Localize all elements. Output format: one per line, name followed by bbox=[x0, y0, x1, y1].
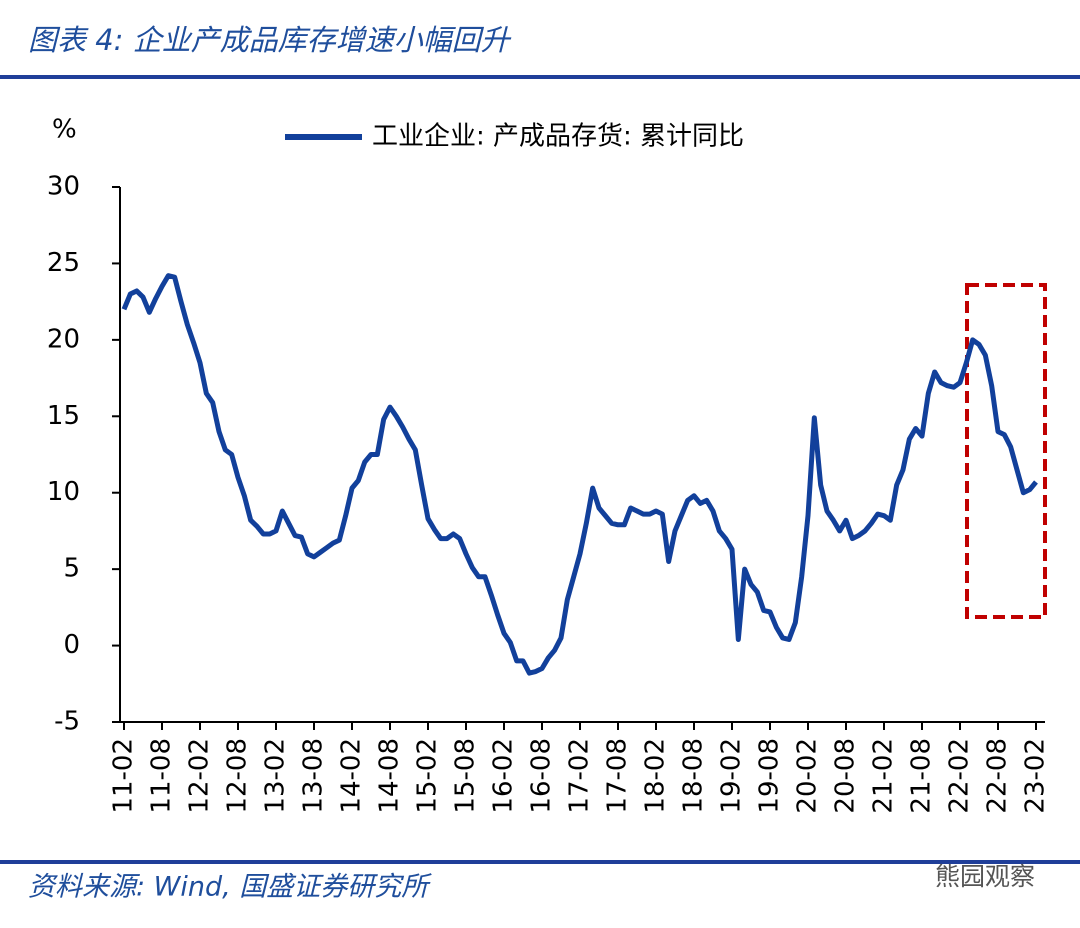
chart-title: 图表 4: 企业产成品库存增速小幅回升 bbox=[28, 23, 512, 57]
y-tick-label: 10 bbox=[47, 477, 80, 507]
source-note: 资料来源: Wind, 国盛证券研究所 bbox=[28, 872, 432, 903]
x-tick-label: 23-02 bbox=[1021, 738, 1051, 814]
x-tick-label: 20-02 bbox=[793, 738, 823, 814]
x-tick-label: 14-08 bbox=[375, 738, 405, 814]
highlight-box bbox=[965, 283, 1047, 619]
x-tick-label: 16-08 bbox=[527, 738, 557, 814]
x-tick-label: 11-02 bbox=[109, 738, 139, 814]
x-tick-label: 22-08 bbox=[983, 738, 1013, 814]
x-tick-label: 16-02 bbox=[489, 738, 519, 814]
y-tick-label: 30 bbox=[47, 172, 80, 202]
x-tick-label: 19-02 bbox=[717, 738, 747, 814]
x-tick-label: 19-08 bbox=[755, 738, 785, 814]
y-tick-label: -5 bbox=[54, 707, 80, 737]
x-tick-label: 18-08 bbox=[679, 738, 709, 814]
x-tick-label: 20-08 bbox=[831, 738, 861, 814]
header-rule bbox=[0, 75, 1080, 79]
x-tick-label: 13-08 bbox=[299, 738, 329, 814]
watermark: 熊园观察 bbox=[935, 862, 1035, 891]
x-tick-label: 17-02 bbox=[565, 738, 595, 814]
x-tick-label: 21-08 bbox=[907, 738, 937, 814]
x-tick-label: 14-02 bbox=[337, 738, 367, 814]
x-tick-label: 21-02 bbox=[869, 738, 899, 814]
y-tick-label: 25 bbox=[47, 248, 80, 278]
y-axis-label: % bbox=[52, 115, 77, 145]
x-tick-label: 17-08 bbox=[603, 738, 633, 814]
x-tick-label: 15-08 bbox=[451, 738, 481, 814]
x-tick-label: 12-08 bbox=[223, 738, 253, 814]
x-tick-label: 13-02 bbox=[261, 738, 291, 814]
y-tick-label: 20 bbox=[47, 324, 80, 354]
x-tick-label: 22-02 bbox=[945, 738, 975, 814]
x-tick-label: 18-02 bbox=[641, 738, 671, 814]
y-tick-label: 0 bbox=[63, 630, 80, 660]
legend-label: 工业企业: 产成品存货: 累计同比 bbox=[372, 122, 744, 152]
x-tick-label: 12-02 bbox=[185, 738, 215, 814]
y-tick-label: 15 bbox=[47, 401, 80, 431]
footer-rule bbox=[0, 860, 1080, 864]
x-tick-label: 11-08 bbox=[147, 738, 177, 814]
x-tick-label: 15-02 bbox=[413, 738, 443, 814]
y-tick-label: 5 bbox=[63, 554, 80, 584]
series-line bbox=[121, 273, 1038, 676]
